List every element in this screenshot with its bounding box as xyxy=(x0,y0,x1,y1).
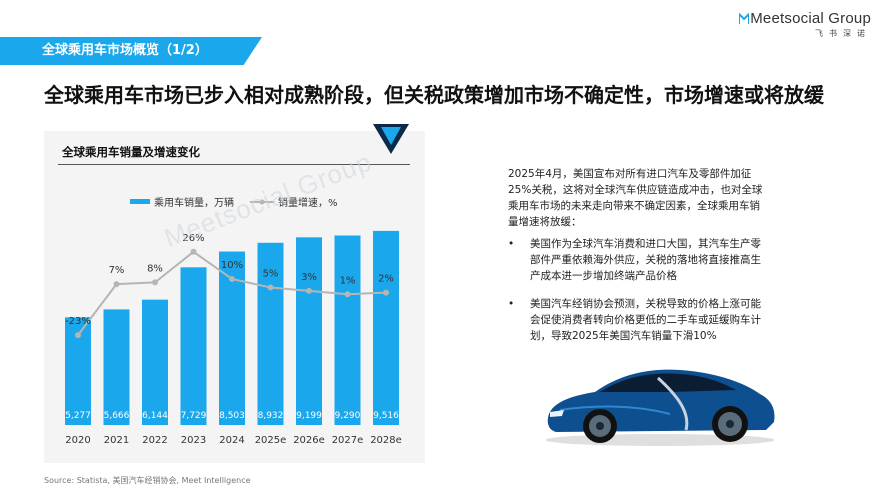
section-banner xyxy=(0,37,262,65)
brand-sub: 飞书深诺 xyxy=(815,29,871,38)
bar-sales xyxy=(257,242,284,425)
growth-value-label: 8% xyxy=(147,263,163,274)
source-note: Source: Statista, 美国汽车经销协会, Meet Intelli… xyxy=(44,476,251,485)
legend-bar-swatch xyxy=(130,199,150,204)
bullet-text: 美国作为全球汽车消费和进口大国，其汽车生产零部件严重依赖海外供应，关税的落地将直… xyxy=(530,238,761,282)
bar-sales xyxy=(103,309,130,425)
growth-value-label: 7% xyxy=(109,265,125,276)
bar-sales xyxy=(180,267,207,425)
x-tick-label: 2025e xyxy=(255,435,287,446)
bar-value-label: 9,290 xyxy=(335,411,361,421)
legend-line-label: 销量增速，% xyxy=(278,196,338,209)
growth-point xyxy=(383,289,389,296)
growth-point xyxy=(75,332,81,339)
bar-value-label: 8,932 xyxy=(258,411,284,421)
brand-logo: Meetsocial Group 飞书深诺 xyxy=(739,10,871,39)
growth-point xyxy=(267,284,274,291)
car-illustration xyxy=(545,369,775,446)
x-tick-label: 2026e xyxy=(293,435,325,446)
chart-title: 全球乘用车销量及增速变化 xyxy=(62,145,200,159)
x-tick-label: 2024 xyxy=(219,435,244,446)
growth-value-label: 26% xyxy=(182,233,204,244)
brand-mark-icon xyxy=(739,13,750,24)
x-tick-label: 2021 xyxy=(104,435,129,446)
x-tick-label: 2027e xyxy=(332,435,364,446)
brand-name-text: Meetsocial Group xyxy=(750,10,871,27)
growth-value-label: -23% xyxy=(65,316,91,327)
bar-value-label: 7,729 xyxy=(181,411,207,421)
brand-name: Meetsocial Group xyxy=(739,10,871,27)
bar-value-label: 5,277 xyxy=(65,411,91,421)
intro-paragraph: 2025年4月，美国宣布对所有进口汽车及零部件加征25%关税，这将对全球汽车供应… xyxy=(508,168,763,228)
bar-sales xyxy=(334,235,361,425)
sales-growth-chart: 乘用车销量，万辆 销量增速，% 5,277 2020 5,666 2021 6,144 202… xyxy=(65,196,402,446)
page-headline: 全球乘用车市场已步入相对成熟阶段，但关税政策增加市场不确定性，市场增速或将放缓 xyxy=(44,83,824,107)
bar-value-label: 9,199 xyxy=(296,411,322,421)
growth-point xyxy=(306,287,312,294)
growth-point xyxy=(229,276,235,282)
growth-point xyxy=(190,248,197,255)
bar-sales xyxy=(142,299,168,425)
legend-line-marker xyxy=(259,199,265,205)
growth-value-label: 1% xyxy=(340,275,356,286)
growth-value-label: 2% xyxy=(378,274,394,285)
bullet-dot-icon: • xyxy=(508,298,515,310)
x-tick-label: 2028e xyxy=(370,435,402,446)
bullet-list: • 美国作为全球汽车消费和进口大国，其汽车生产零部件严重依赖海外供应，关税的落地… xyxy=(508,236,770,356)
growth-value-label: 5% xyxy=(263,269,279,280)
bar-sales xyxy=(296,237,322,425)
bar-value-label: 8,503 xyxy=(219,411,245,421)
list-item: • 美国作为全球汽车消费和进口大国，其汽车生产零部件严重依赖海外供应，关税的落地… xyxy=(508,236,770,284)
bullet-text: 美国汽车经销协会预测，关税导致的价格上涨可能会促使消费者转向价格更低的二手车或延… xyxy=(530,298,761,342)
chart-title-divider xyxy=(58,164,410,165)
growth-point xyxy=(152,279,158,286)
growth-point xyxy=(344,291,351,298)
bar-sales xyxy=(373,230,399,425)
bar-value-label: 5,666 xyxy=(104,411,130,421)
corner-triangle-icon xyxy=(373,124,409,154)
growth-value-label: 3% xyxy=(301,272,317,283)
x-tick-label: 2022 xyxy=(142,435,167,446)
growth-value-label: 10% xyxy=(221,260,243,271)
growth-point xyxy=(113,281,120,288)
x-tick-label: 2020 xyxy=(65,435,90,446)
bullet-dot-icon: • xyxy=(508,238,515,250)
x-tick-label: 2023 xyxy=(181,435,206,446)
bar-value-label: 9,516 xyxy=(373,411,399,421)
bar-value-label: 6,144 xyxy=(142,411,168,421)
list-item: • 美国汽车经销协会预测，关税导致的价格上涨可能会促使消费者转向价格更低的二手车… xyxy=(508,296,770,344)
legend-bar-label: 乘用车销量，万辆 xyxy=(154,196,234,209)
section-title: 全球乘用车市场概览（1/2） xyxy=(42,43,208,58)
